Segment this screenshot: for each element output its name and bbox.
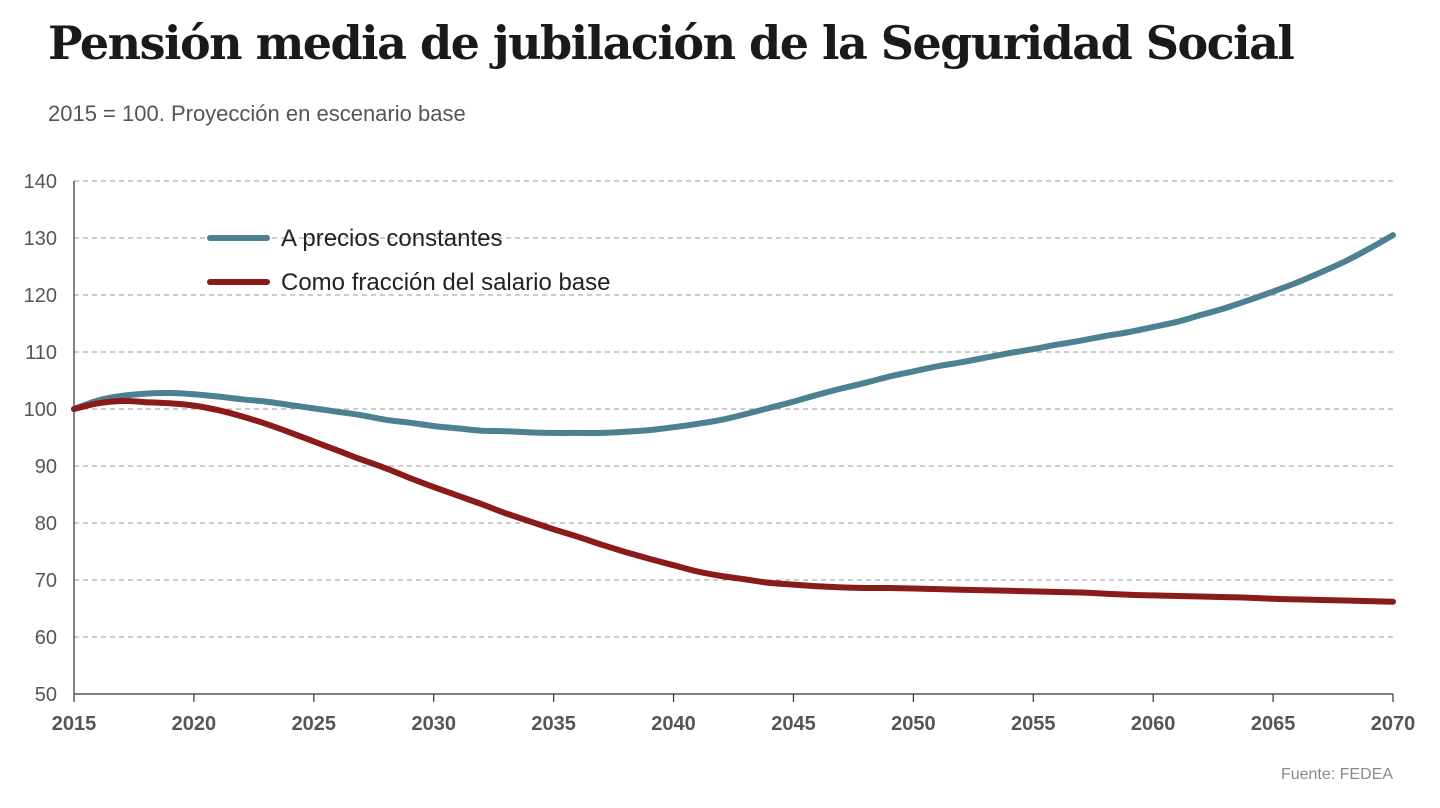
x-tick-label: 2030: [411, 713, 456, 735]
source-note: Fuente: FEDEA: [1280, 766, 1393, 783]
chart-subtitle: 2015 = 100. Proyección en escenario base: [48, 101, 466, 126]
chart-title: Pensión media de jubilación de la Seguri…: [48, 16, 1295, 70]
x-tick-label: 2025: [292, 713, 337, 735]
x-tick-label: 2045: [771, 713, 816, 735]
y-tick-label: 80: [35, 513, 57, 535]
y-tick-label: 60: [35, 627, 57, 649]
y-tick-label: 70: [35, 570, 57, 592]
x-tick-label: 2055: [1011, 713, 1056, 735]
x-tick-label: 2065: [1251, 713, 1296, 735]
x-tick-label: 2050: [891, 713, 936, 735]
series-line-precios-constantes: [71, 232, 1396, 436]
x-tick-label: 2060: [1131, 713, 1176, 735]
series-lines: [71, 232, 1396, 605]
x-tick-label: 2040: [651, 713, 696, 735]
grid-lines: [74, 180, 1393, 638]
y-tick-label: 90: [35, 456, 57, 478]
series-line-fraccion-salario: [71, 397, 1396, 605]
y-tick-label: 120: [24, 285, 57, 307]
x-tick-label: 2015: [52, 713, 97, 735]
y-tick-label: 100: [24, 399, 57, 421]
x-tick-label: 2070: [1371, 713, 1416, 735]
x-tick-label: 2035: [531, 713, 576, 735]
y-tick-label: 110: [25, 342, 57, 364]
legend-label: Como fracción del salario base: [281, 269, 611, 296]
y-tick-label: 130: [24, 228, 57, 250]
x-tick-label: 2020: [172, 713, 217, 735]
y-tick-label: 50: [35, 684, 57, 706]
y-tick-label: 140: [24, 171, 57, 193]
legend: A precios constantes Como fracción del sa…: [207, 225, 611, 296]
axes: 50 60 70 80 90 100 110 120 130 140 2015 2020 2025 203…: [24, 171, 1416, 735]
legend-label: A precios constantes: [281, 225, 502, 252]
